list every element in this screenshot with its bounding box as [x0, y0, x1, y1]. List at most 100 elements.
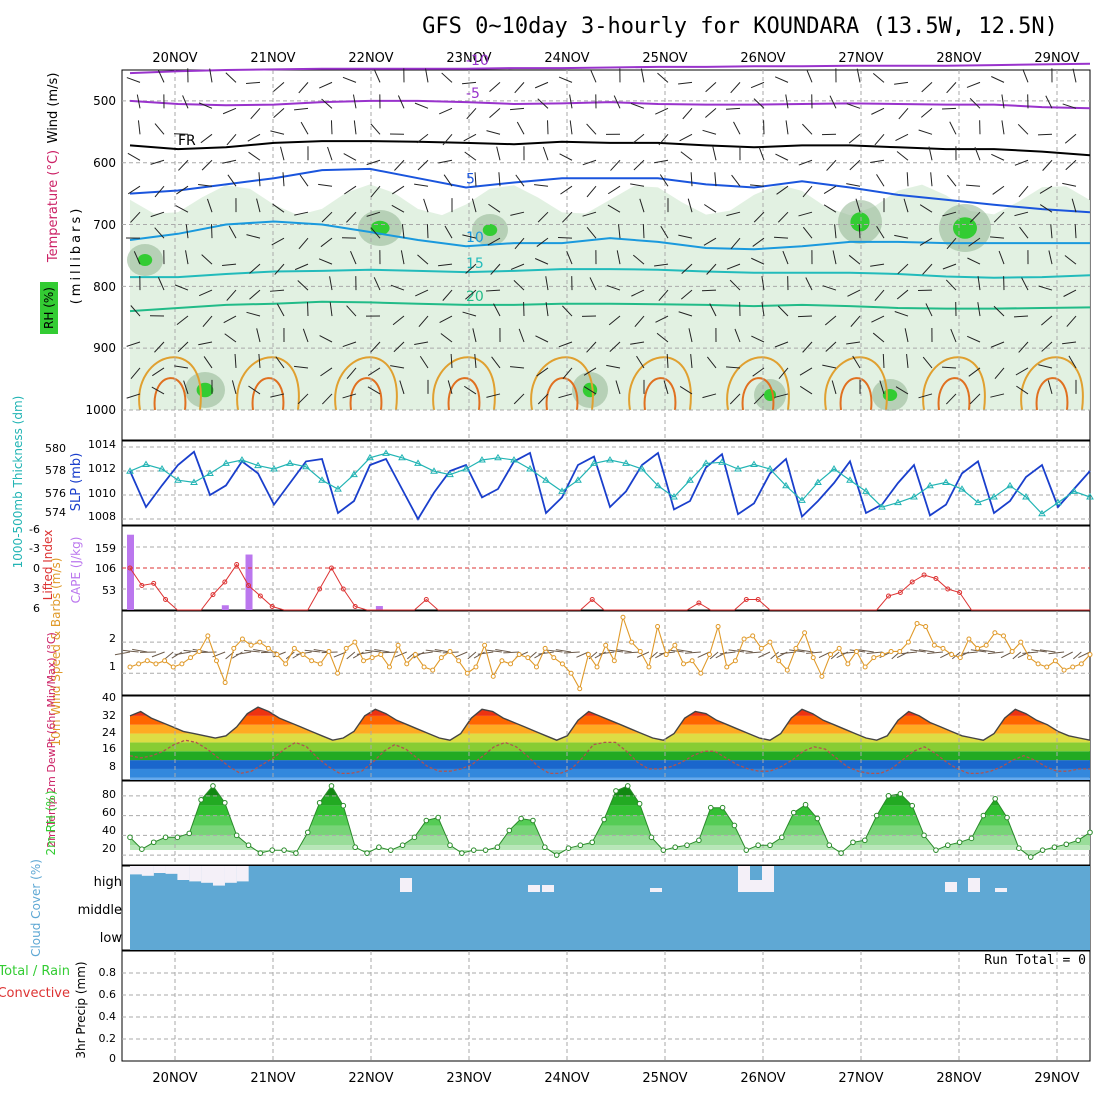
- rh-marker: [304, 829, 311, 836]
- top-date-label: 29NOV: [1034, 51, 1079, 66]
- wind-barb: [678, 311, 693, 317]
- wind10m-barb: [365, 649, 381, 653]
- top-date-label: 27NOV: [838, 51, 883, 66]
- rh-shading: [127, 184, 1090, 411]
- wind-barb: [1022, 69, 1029, 83]
- wind-barb: [486, 393, 501, 398]
- wind-barb: [209, 68, 213, 83]
- cape-tick: 159: [95, 542, 116, 555]
- wind-marker: [1026, 655, 1032, 661]
- wind-barb: [993, 211, 1005, 223]
- wind-barb: [537, 393, 549, 405]
- rh-marker: [210, 783, 216, 789]
- wind10m-barb: [684, 651, 701, 654]
- wind-marker: [637, 648, 643, 654]
- wind-barb: [390, 365, 405, 369]
- wind-barb: [516, 121, 525, 135]
- wind-barb: [1064, 255, 1077, 265]
- wind-barb: [1038, 285, 1053, 291]
- wind-barb: [133, 251, 141, 265]
- wind-barb: [390, 284, 405, 291]
- wind-marker: [378, 652, 384, 658]
- wind-barb: [370, 341, 381, 353]
- wind-barb: [834, 224, 837, 239]
- wind-barb: [824, 315, 837, 326]
- wind-barb: [706, 356, 717, 369]
- wind-barb: [969, 98, 981, 109]
- cape-bars: [127, 534, 383, 610]
- wind-barb: [750, 184, 765, 187]
- thickness-axis-label: 1000-500mb Thickness (dm): [11, 396, 25, 569]
- lifted-marker: [139, 583, 145, 588]
- wind10m-barb: [425, 649, 442, 653]
- wind-marker: [810, 655, 816, 661]
- wind10m-barb: [175, 651, 191, 656]
- wind-barb: [733, 121, 741, 135]
- wind-marker: [447, 648, 453, 654]
- wind10m-barb: [616, 649, 632, 653]
- wind10m-barb: [789, 649, 805, 653]
- wind-barb: [256, 198, 261, 213]
- wind10m-barb: [486, 649, 502, 653]
- wind-barb: [895, 386, 909, 395]
- wind10m-barb: [697, 651, 710, 658]
- wind-barb: [247, 133, 261, 142]
- wind-barb: [607, 204, 621, 213]
- wind-barb: [270, 289, 285, 292]
- wind-barb: [615, 380, 621, 395]
- thickness-marker: [862, 487, 870, 494]
- wind-barb: [823, 204, 837, 213]
- wind10m-barb: [901, 651, 918, 655]
- wind-marker: [845, 661, 851, 667]
- isotherm-label: 15: [466, 256, 484, 272]
- rh-marker: [198, 796, 204, 803]
- rh-marker: [684, 842, 690, 849]
- wind-barb: [1001, 94, 1005, 109]
- pressure-tick: 1000: [85, 403, 116, 417]
- wind-barb: [849, 159, 861, 171]
- rh-marker: [162, 834, 169, 841]
- wind-barb: [921, 81, 933, 93]
- cape-bar: [221, 605, 229, 610]
- wind-barb: [702, 129, 717, 135]
- wind-marker: [274, 652, 280, 658]
- wind-marker: [412, 652, 418, 658]
- thickness-marker: [270, 465, 278, 472]
- wind-barb: [946, 82, 957, 94]
- thickness-marker: [478, 456, 486, 463]
- wind-marker: [879, 652, 885, 658]
- wind10m-barb: [624, 651, 641, 654]
- lifted-marker: [755, 597, 761, 602]
- panel-rh2m: 20 40 60 80 2m RH (%): [44, 780, 1093, 866]
- wind-barb: [990, 236, 1005, 239]
- wind10m-barb: [806, 651, 822, 654]
- wind-barb: [450, 353, 453, 368]
- wind-marker: [585, 652, 591, 658]
- wind-barb: [966, 184, 981, 187]
- thickness-marker: [798, 496, 806, 503]
- thickness-marker: [222, 459, 230, 466]
- cloud-fill: [130, 866, 1090, 950]
- thickness-marker: [926, 481, 934, 489]
- lifted-marker: [921, 572, 927, 578]
- rh-marker: [992, 795, 998, 802]
- bl-contour: [839, 377, 873, 411]
- wind-marker: [213, 658, 219, 664]
- wind-marker: [335, 670, 341, 676]
- wind-marker: [231, 645, 237, 651]
- isotherm-label: -10: [466, 53, 489, 69]
- temperature-line: [129, 706, 1091, 741]
- thickness-marker: [414, 459, 422, 466]
- bl-contour: [138, 356, 202, 411]
- slp-tick: 1012: [88, 462, 116, 475]
- wind-barb: [616, 250, 621, 265]
- wind-barb: [272, 203, 285, 213]
- rh-marker: [459, 850, 465, 856]
- wind10m-barb: [858, 649, 874, 653]
- temp-band: [130, 733, 1090, 743]
- rh-marker: [1004, 814, 1010, 821]
- wind-barb: [846, 341, 861, 345]
- wind-barb: [558, 76, 573, 83]
- wind-marker: [767, 639, 773, 645]
- wind-barb: [850, 315, 861, 327]
